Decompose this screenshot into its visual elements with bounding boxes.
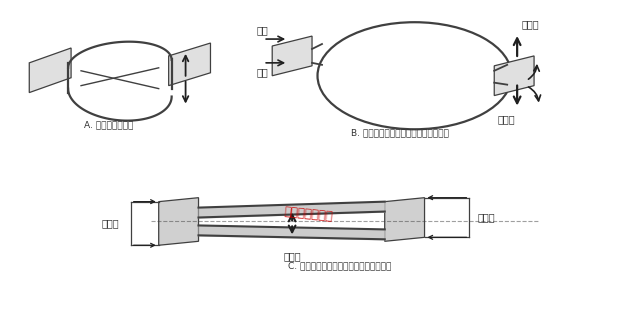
Text: 江苏华云流量计: 江苏华云流量计 <box>283 205 333 223</box>
Polygon shape <box>159 198 198 245</box>
Text: C. 表示力偶及管子扭曲的传感器端面视图: C. 表示力偶及管子扭曲的传感器端面视图 <box>288 261 392 270</box>
Text: B. 向上运动时在一根传感管上的作用力: B. 向上运动时在一根传感管上的作用力 <box>351 128 449 137</box>
Text: 流量: 流量 <box>256 67 268 77</box>
Polygon shape <box>272 36 312 76</box>
Polygon shape <box>29 48 71 92</box>
Text: 扭转角: 扭转角 <box>477 213 495 222</box>
Text: 流体力: 流体力 <box>521 19 539 29</box>
Text: 驱动力: 驱动力 <box>284 251 301 261</box>
Text: 流体力: 流体力 <box>497 114 515 125</box>
Polygon shape <box>494 56 534 96</box>
Text: A. 振动中的传感管: A. 振动中的传感管 <box>84 120 134 129</box>
Text: 流量: 流量 <box>256 25 268 35</box>
Polygon shape <box>169 43 211 86</box>
Text: 扭转角: 扭转角 <box>101 219 119 229</box>
Polygon shape <box>385 198 424 241</box>
